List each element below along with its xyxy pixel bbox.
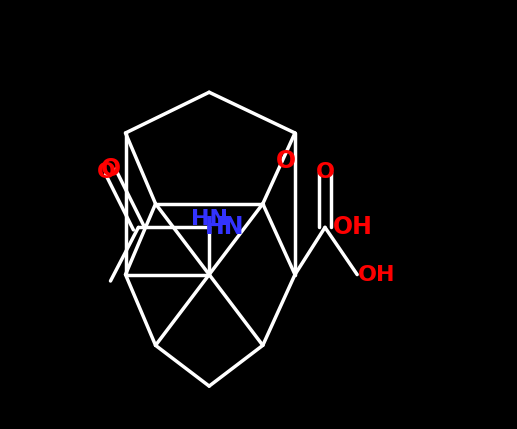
Text: O: O (97, 162, 116, 181)
Text: HN: HN (204, 215, 244, 239)
Text: O: O (315, 162, 334, 181)
Text: OH: OH (358, 265, 395, 284)
Text: O: O (276, 149, 296, 173)
Text: HN: HN (191, 209, 227, 229)
Text: OH: OH (333, 215, 373, 239)
Text: O: O (100, 157, 120, 181)
